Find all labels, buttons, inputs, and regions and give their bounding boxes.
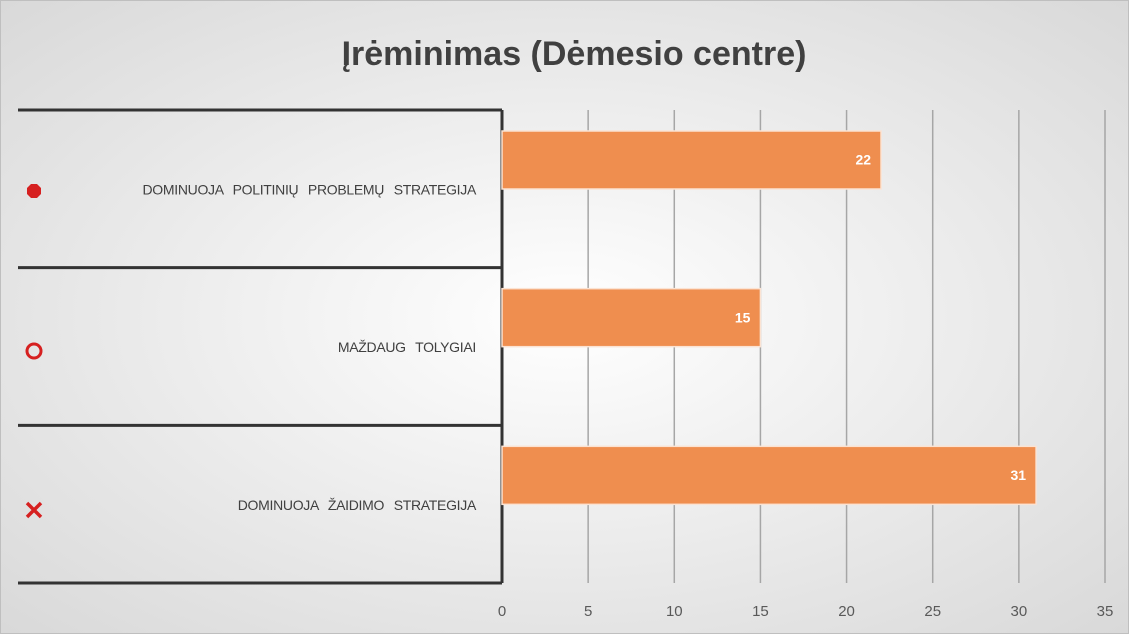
data-label: 15 — [735, 309, 751, 325]
x-tick-label: 25 — [924, 603, 941, 620]
data-label: 31 — [1011, 467, 1027, 483]
y-tick-label: MAŽDAUG TOLYGIAI — [338, 339, 476, 355]
bar — [501, 130, 882, 190]
data-label: 22 — [855, 152, 871, 168]
x-tick-label: 15 — [752, 603, 769, 620]
octagon-icon — [27, 184, 41, 198]
y-tick-label: DOMINUOJA ŽAIDIMO STRATEGIJA — [238, 497, 477, 513]
y-tick-label: DOMINUOJA POLITINIŲ PROBLEMŲ STRATEGIJA — [142, 182, 476, 198]
x-tick-label: 10 — [666, 603, 683, 620]
circle-icon — [25, 342, 43, 360]
x-tick-label: 35 — [1097, 603, 1114, 620]
chart-title: Įrėminimas (Dėmesio centre) — [342, 35, 807, 73]
bar — [501, 445, 1037, 506]
legend-icons — [25, 184, 43, 519]
bar — [501, 287, 762, 348]
x-tick-label: 20 — [838, 603, 855, 620]
x-tick-label: 0 — [498, 603, 506, 620]
x-icon — [25, 501, 43, 519]
x-tick-label: 30 — [1011, 603, 1028, 620]
x-tick-label: 5 — [584, 603, 592, 620]
